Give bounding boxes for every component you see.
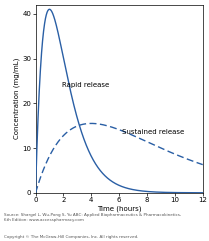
Text: Copyright © The McGraw-Hill Companies, Inc. All rights reserved.: Copyright © The McGraw-Hill Companies, I…: [4, 235, 139, 239]
X-axis label: Time (hours): Time (hours): [97, 205, 141, 212]
Text: Rapid release: Rapid release: [62, 82, 109, 88]
Y-axis label: Concentration (mg/mL): Concentration (mg/mL): [14, 58, 20, 140]
Text: Sustained release: Sustained release: [122, 129, 184, 135]
Text: Source: Shargel L, Wu-Pong S, Yu ABC: Applied Biopharmaceutics & Pharmacokinetic: Source: Shargel L, Wu-Pong S, Yu ABC: Ap…: [4, 213, 181, 222]
